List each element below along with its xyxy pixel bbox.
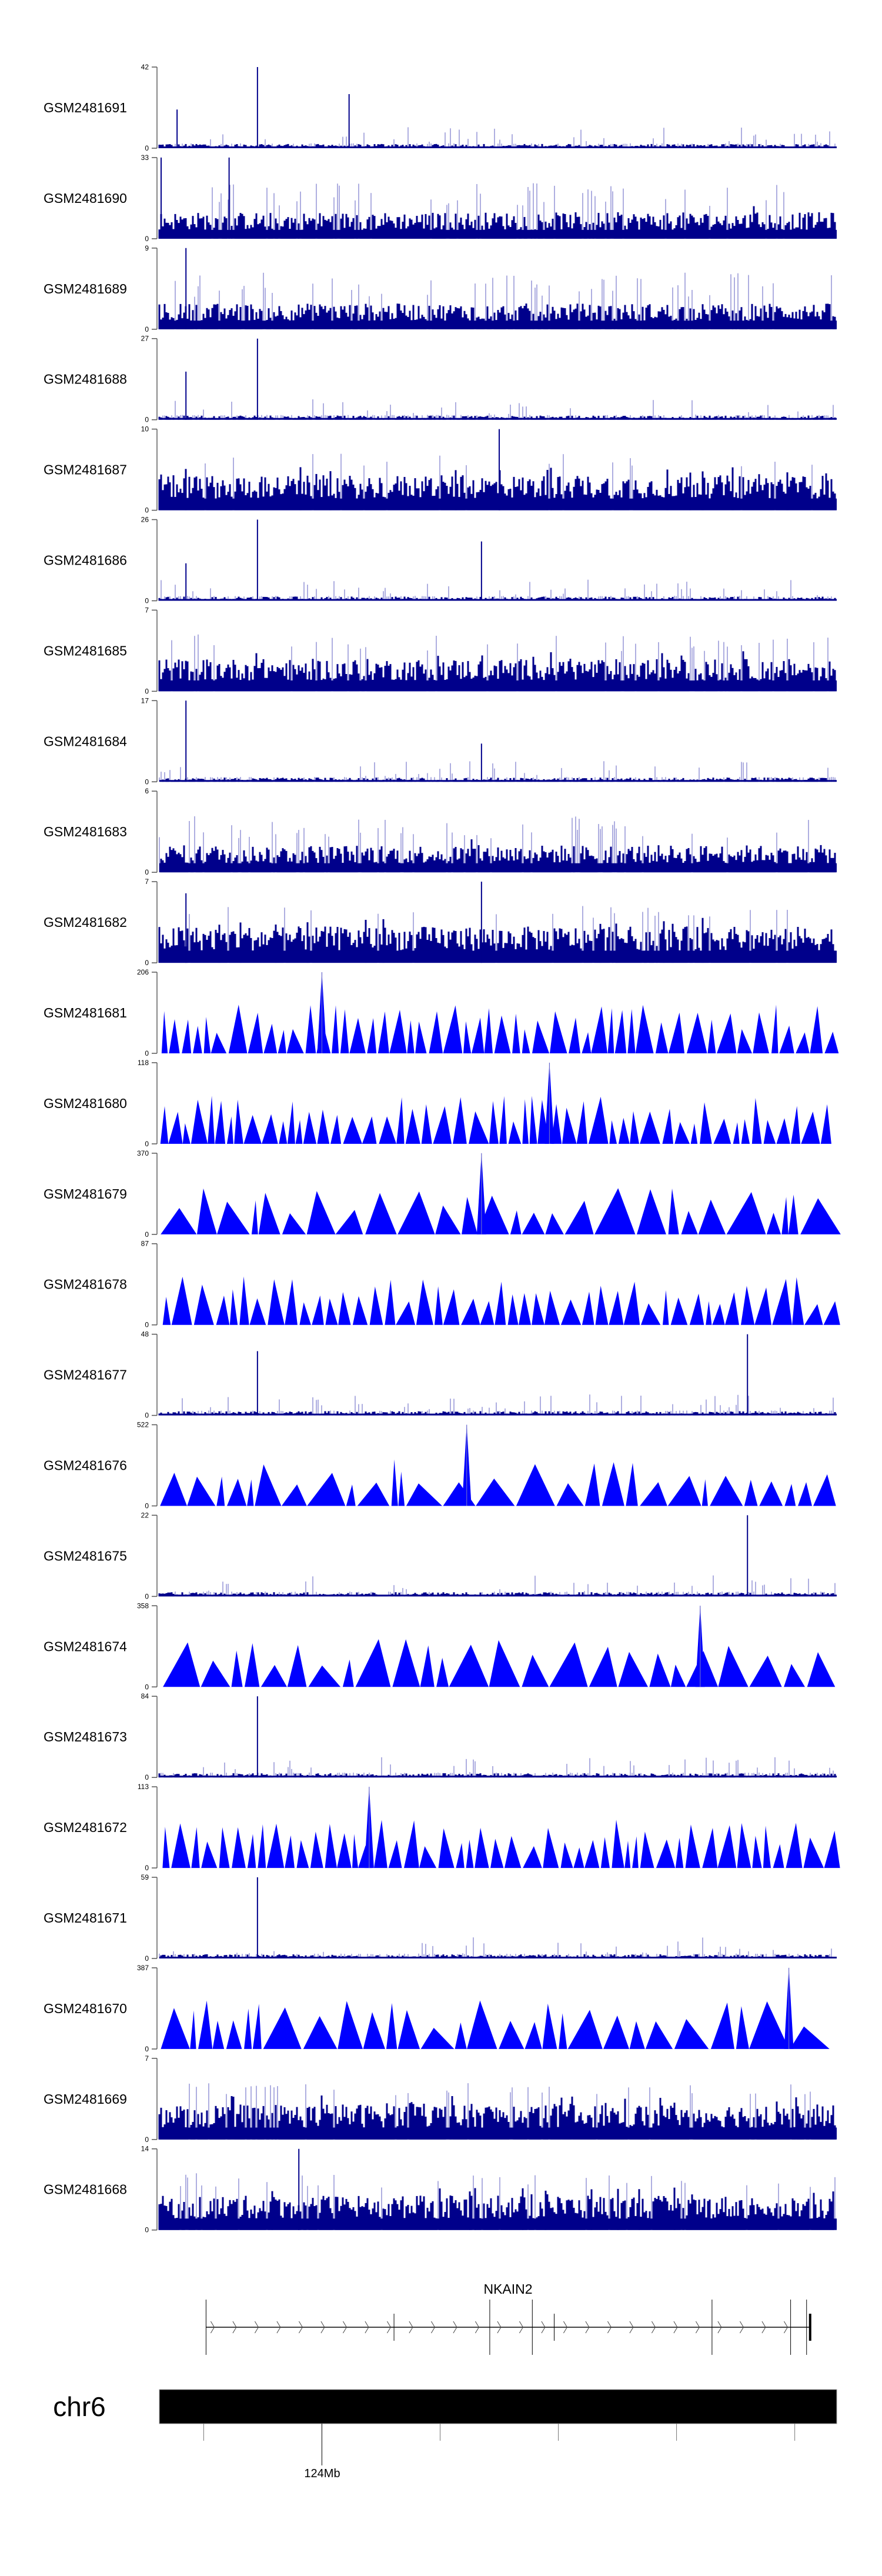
y-min-label: 0: [145, 1140, 149, 1148]
track-label: GSM2481690: [44, 191, 127, 206]
signal-baseline: [159, 321, 837, 329]
track-label: GSM2481678: [44, 1277, 127, 1292]
track-label: GSM2481676: [44, 1458, 127, 1473]
y-min-label: 0: [145, 416, 149, 424]
track-label: GSM2481677: [44, 1367, 127, 1383]
track-GSM2481682: GSM2481682 7 0: [44, 877, 837, 967]
signal-baseline: [159, 146, 837, 148]
y-min-label: 0: [145, 1230, 149, 1239]
track-GSM2481685: GSM2481685 7 0: [44, 606, 837, 695]
y-min-label: 0: [145, 778, 149, 786]
y-max-label: 10: [141, 425, 149, 433]
track-label: GSM2481680: [44, 1096, 127, 1111]
track-GSM2481683: GSM2481683 6 0: [44, 787, 837, 876]
y-max-label: 87: [141, 1240, 149, 1248]
signal-baseline: [159, 950, 837, 963]
track-label: GSM2481683: [44, 824, 127, 839]
signal-area: [159, 1005, 839, 1053]
y-max-label: 522: [137, 1421, 149, 1429]
track-GSM2481690: GSM2481690 33 0: [44, 154, 837, 243]
y-max-label: 370: [137, 1149, 149, 1157]
track-GSM2481686: GSM2481686 26 0: [44, 516, 837, 605]
track-GSM2481678: GSM2481678 87 0: [44, 1240, 840, 1329]
track-label: GSM2481691: [44, 100, 127, 115]
y-max-label: 6: [145, 787, 149, 795]
signal-baseline: [159, 229, 837, 239]
y-max-label: 48: [141, 1330, 149, 1339]
y-min-label: 0: [145, 1773, 149, 1781]
track-label: GSM2481688: [44, 372, 127, 387]
track-label: GSM2481681: [44, 1005, 127, 1020]
y-max-label: 7: [145, 606, 149, 614]
y-max-label: 9: [145, 244, 149, 252]
track-label: GSM2481679: [44, 1186, 127, 1202]
y-max-label: 206: [137, 968, 149, 976]
y-max-label: 118: [138, 1059, 149, 1067]
track-GSM2481681: GSM2481681 206 0: [44, 968, 839, 1057]
y-min-label: 0: [145, 959, 149, 967]
signal-area: [159, 1639, 837, 1687]
track-GSM2481673: GSM2481673 84 0: [44, 1692, 837, 1781]
y-max-label: 42: [141, 63, 149, 71]
y-min-label: 0: [145, 506, 149, 515]
y-max-label: 358: [137, 1601, 149, 1610]
track-label: GSM2481687: [44, 462, 127, 478]
track-label: GSM2481673: [44, 1729, 127, 1744]
signal-area: [159, 1459, 837, 1506]
y-min-label: 0: [145, 1592, 149, 1600]
track-label: GSM2481685: [44, 643, 127, 658]
track-GSM2481674: GSM2481674 358 0: [44, 1601, 837, 1691]
y-min-label: 0: [145, 597, 149, 605]
track-GSM2481675: GSM2481675 22 0: [44, 1511, 837, 1600]
track-GSM2481680: GSM2481680 118 0: [44, 1059, 837, 1148]
track-label: GSM2481674: [44, 1639, 127, 1654]
y-max-label: 7: [145, 877, 149, 886]
signal-area: [159, 1276, 840, 1325]
track-GSM2481677: GSM2481677 48 0: [44, 1330, 837, 1420]
y-max-label: 33: [141, 154, 149, 162]
y-min-label: 0: [145, 235, 149, 243]
track-GSM2481689: GSM2481689 9 0: [44, 244, 837, 333]
y-max-label: 84: [141, 1692, 149, 1700]
signal-area: [159, 1096, 837, 1144]
y-min-label: 0: [145, 1502, 149, 1510]
y-max-label: 26: [141, 516, 149, 524]
y-min-label: 0: [145, 1412, 149, 1420]
y-max-label: 22: [141, 1511, 149, 1519]
y-min-label: 0: [145, 325, 149, 333]
signal-baseline: [159, 498, 837, 510]
track-GSM2481676: GSM2481676 522 0: [44, 1421, 837, 1510]
y-min-label: 0: [145, 1321, 149, 1329]
y-max-label: 17: [141, 696, 149, 705]
track-GSM2481684: GSM2481684 17 0: [44, 696, 837, 786]
y-max-label: 27: [141, 335, 149, 343]
track-label: GSM2481675: [44, 1548, 127, 1563]
track-GSM2481688: GSM2481688 27 0: [44, 335, 837, 424]
signal-baseline: [159, 780, 837, 782]
y-min-label: 0: [145, 1049, 149, 1057]
signal-baseline: [159, 863, 837, 873]
track-GSM2481687: GSM2481687 10 0: [44, 425, 837, 515]
signal-baseline: [159, 1594, 837, 1597]
y-min-label: 0: [145, 687, 149, 695]
track-label: GSM2481686: [44, 553, 127, 568]
track-label: GSM2481684: [44, 733, 127, 749]
y-min-label: 0: [145, 868, 149, 876]
track-label: GSM2481682: [44, 915, 127, 930]
signal-area: [159, 1188, 841, 1234]
signal-baseline: [159, 680, 837, 692]
y-min-label: 0: [145, 144, 149, 152]
y-min-label: 0: [145, 1683, 149, 1691]
track-label: GSM2481689: [44, 281, 127, 296]
track-GSM2481679: GSM2481679 370 0: [44, 1149, 841, 1239]
signal-baseline: [159, 1413, 837, 1416]
signal-baseline: [159, 418, 837, 420]
data-tracks: GSM2481691420GSM2481690330GSM248168990GS…: [44, 63, 841, 2234]
track-GSM2481691: GSM2481691 42 0: [44, 63, 837, 152]
signal-baseline: [159, 599, 837, 601]
